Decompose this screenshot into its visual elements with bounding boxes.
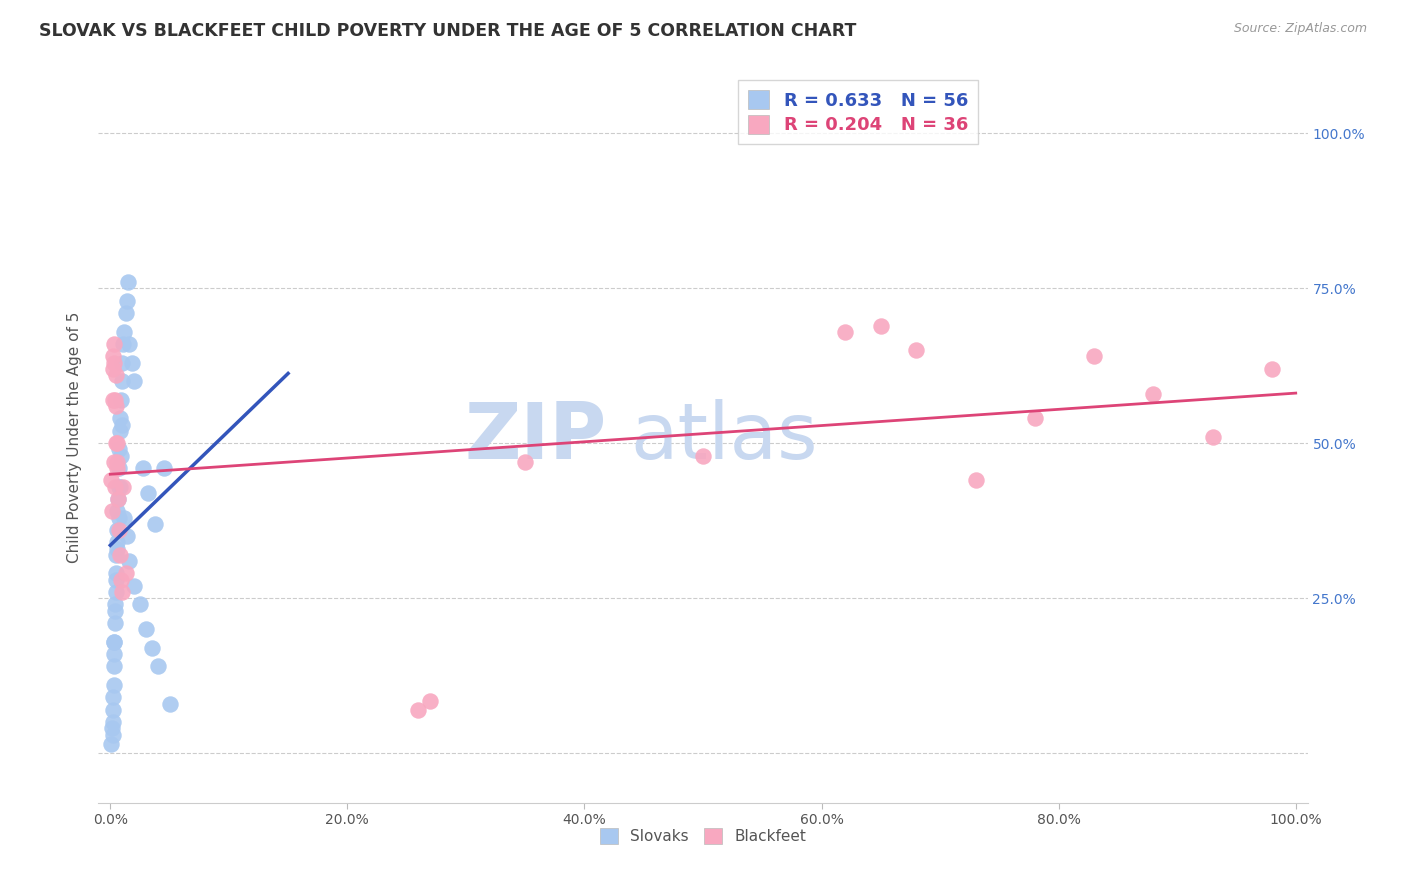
Point (111, 585, 134, 599)
Point (152, 461, 174, 475)
Point (101, 703, 124, 717)
Point (136, 486, 159, 500)
Point (117, 275, 139, 289)
Point (108, 548, 131, 562)
Point (108, 424, 131, 438)
Point (115, 293, 138, 308)
Point (105, 436, 128, 450)
Point (111, 356, 134, 370)
Point (105, 523, 128, 537)
Point (103, 337, 125, 351)
Point (1024, 411, 1046, 425)
Point (110, 392, 132, 407)
Point (1261, 362, 1284, 376)
Point (105, 368, 128, 383)
Point (101, 350, 124, 364)
Point (1142, 386, 1164, 401)
Point (143, 516, 166, 531)
Point (101, 504, 124, 518)
Point (112, 337, 135, 351)
Point (122, 579, 145, 593)
Point (107, 480, 129, 494)
Point (118, 337, 141, 351)
Point (112, 480, 135, 494)
Point (100, 737, 122, 751)
Point (107, 523, 129, 537)
Point (103, 715, 125, 730)
Point (104, 615, 127, 630)
Point (101, 728, 124, 742)
Text: ZIP: ZIP (464, 399, 606, 475)
Point (135, 622, 157, 636)
Point (103, 356, 125, 370)
Point (146, 659, 169, 673)
Point (129, 598, 152, 612)
Legend: Slovaks, Blackfeet: Slovaks, Blackfeet (593, 822, 813, 850)
Point (110, 573, 132, 587)
Point (100, 474, 122, 488)
Point (101, 722, 124, 736)
Point (692, 449, 714, 463)
Point (107, 510, 129, 524)
Point (108, 480, 131, 494)
Point (103, 678, 125, 692)
Point (103, 647, 125, 661)
Point (103, 634, 125, 648)
Point (115, 529, 138, 543)
Text: atlas: atlas (630, 399, 818, 475)
Point (1083, 350, 1105, 364)
Point (107, 461, 129, 475)
Point (103, 659, 125, 673)
Point (105, 548, 128, 562)
Point (159, 697, 181, 711)
Point (118, 554, 141, 568)
Point (101, 392, 124, 407)
Point (121, 356, 143, 370)
Point (107, 491, 129, 506)
Text: SLOVAK VS BLACKFEET CHILD POVERTY UNDER THE AGE OF 5 CORRELATION CHART: SLOVAK VS BLACKFEET CHILD POVERTY UNDER … (39, 22, 856, 40)
Point (141, 640, 163, 655)
Point (834, 325, 856, 339)
Point (104, 480, 127, 494)
Point (105, 566, 128, 581)
Point (103, 455, 125, 469)
Point (104, 598, 127, 612)
Point (105, 535, 128, 549)
Point (419, 693, 441, 707)
Point (110, 411, 132, 425)
Point (104, 585, 127, 599)
Point (114, 325, 136, 339)
Point (110, 374, 132, 388)
Point (114, 510, 136, 524)
Point (105, 436, 128, 450)
Text: Source: ZipAtlas.com: Source: ZipAtlas.com (1233, 22, 1367, 36)
Point (110, 449, 132, 463)
Point (104, 604, 127, 618)
Point (105, 455, 128, 469)
Point (1202, 430, 1225, 444)
Point (103, 690, 125, 705)
Y-axis label: Child Poverty Under the Age of 5: Child Poverty Under the Age of 5 (67, 311, 83, 563)
Point (869, 318, 891, 333)
Point (965, 474, 987, 488)
Point (132, 461, 155, 475)
Point (103, 634, 125, 648)
Point (122, 374, 145, 388)
Point (114, 566, 136, 581)
Point (105, 541, 128, 556)
Point (111, 417, 134, 432)
Point (105, 504, 128, 518)
Point (515, 455, 537, 469)
Point (114, 306, 136, 320)
Point (905, 343, 928, 358)
Point (105, 461, 128, 475)
Point (107, 491, 129, 506)
Point (105, 573, 128, 587)
Point (408, 703, 430, 717)
Point (103, 362, 125, 376)
Point (108, 442, 131, 457)
Point (104, 399, 127, 413)
Point (104, 392, 127, 407)
